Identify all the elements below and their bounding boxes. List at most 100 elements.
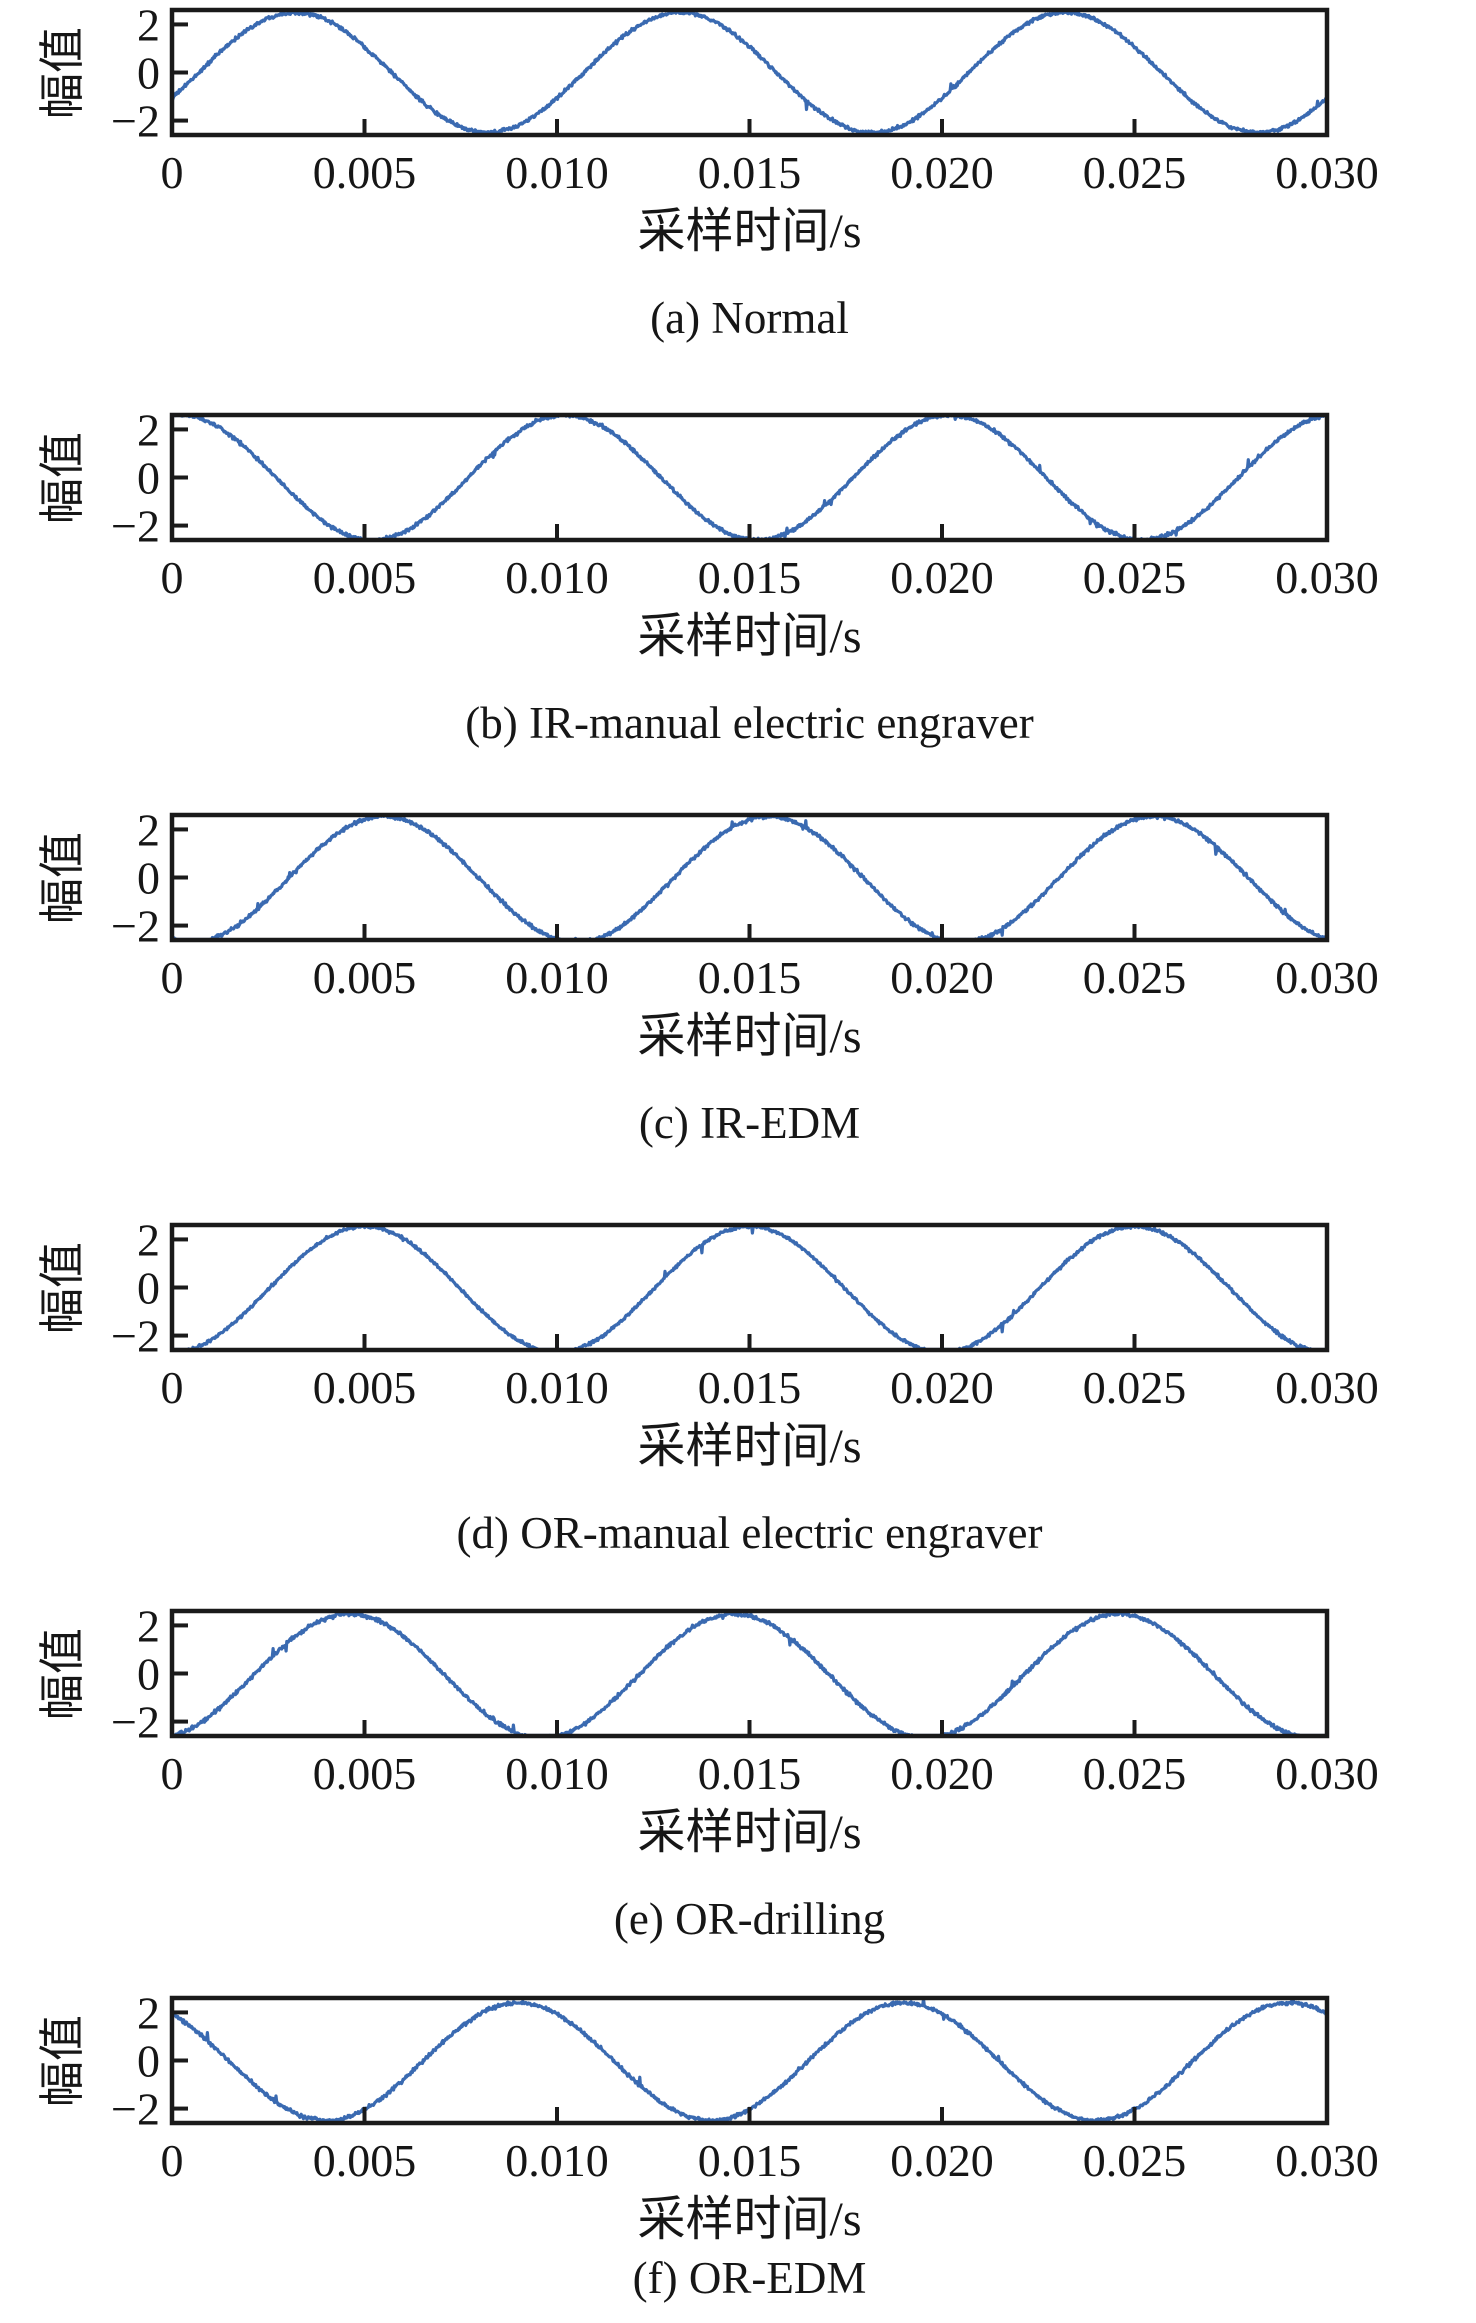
x-tick-label: 0.015 — [698, 952, 802, 1003]
x-tick-label: 0.005 — [313, 952, 417, 1003]
y-tick-label: 0 — [137, 1263, 160, 1314]
y-tick-label: 0 — [137, 48, 160, 99]
subplot-f-caption: (f) OR-EDM — [632, 2253, 867, 2303]
x-tick-label: 0.030 — [1275, 952, 1379, 1003]
x-tick-label: 0.025 — [1083, 952, 1187, 1003]
y-tick-label: 0 — [137, 1649, 160, 1700]
x-tick-label: 0.005 — [313, 1362, 417, 1413]
subplot-a-caption: (a) Normal — [650, 293, 849, 343]
x-tick-label: 0.010 — [505, 147, 609, 198]
x-axis-label: 采样时间/s — [637, 610, 862, 663]
x-axis-label: 采样时间/s — [637, 205, 862, 258]
y-tick-label: −2 — [111, 2084, 160, 2135]
y-tick-label: −2 — [111, 96, 160, 147]
subplot-f: 幅值 0 0.005 0.010 0.015 0.020 0.025 0.030 2 0 −2 采… — [0, 1988, 1476, 2323]
waveform-line — [172, 10, 1327, 135]
waveform-line — [172, 1998, 1327, 2123]
y-tick-label: −2 — [111, 901, 160, 952]
x-tick-label: 0.030 — [1275, 147, 1379, 198]
plot-frame — [169, 412, 1330, 543]
x-tick-label: 0.030 — [1275, 1362, 1379, 1413]
x-tick-label: 0.020 — [890, 952, 994, 1003]
x-tick-label: 0.025 — [1083, 147, 1187, 198]
x-tick-label: 0.015 — [698, 2135, 802, 2186]
x-tick-label: 0.015 — [698, 552, 802, 603]
x-tick-label: 0.030 — [1275, 552, 1379, 603]
x-tick-label: 0 — [161, 1748, 184, 1799]
y-axis-label: 幅值 — [37, 432, 88, 524]
y-tick-label: 2 — [137, 805, 160, 855]
y-tick-label: −2 — [111, 1311, 160, 1362]
x-tick-label: 0 — [161, 2135, 184, 2186]
y-axis-label: 幅值 — [37, 27, 88, 119]
x-tick-label: 0.005 — [313, 147, 417, 198]
subplot-b: 幅值 0 0.005 0.010 0.015 0.020 0.025 0.030 2 0 −2 采… — [0, 405, 1476, 805]
x-tick-label: 0.025 — [1083, 1748, 1187, 1799]
x-tick-label: 0.025 — [1083, 2135, 1187, 2186]
x-axis-label: 采样时间/s — [637, 1010, 862, 1063]
x-axis-label: 采样时间/s — [637, 1806, 862, 1859]
subplot-d: 幅值 0 0.005 0.010 0.015 0.020 0.025 0.030 2 0 −2 采… — [0, 1215, 1476, 1601]
plot-frame — [169, 1608, 1330, 1739]
y-axis-label: 幅值 — [37, 1242, 88, 1334]
x-tick-label: 0.010 — [505, 2135, 609, 2186]
x-axis-label: 采样时间/s — [637, 2193, 862, 2246]
y-tick-label: 0 — [137, 2036, 160, 2087]
subplot-a: 幅值 0 0.005 0.010 0.015 0.020 0.025 0.030 2 0 −2 采… — [0, 0, 1476, 405]
x-tick-label: 0 — [161, 1362, 184, 1413]
waveform-line — [172, 415, 1327, 540]
x-tick-label: 0.025 — [1083, 552, 1187, 603]
x-tick-label: 0.005 — [313, 1748, 417, 1799]
y-axis-label: 幅值 — [37, 1628, 88, 1720]
x-tick-label: 0 — [161, 552, 184, 603]
waveform-line — [172, 1225, 1327, 1350]
x-tick-label: 0.020 — [890, 147, 994, 198]
x-tick-label: 0.005 — [313, 552, 417, 603]
x-tick-label: 0.020 — [890, 1748, 994, 1799]
y-tick-label: −2 — [111, 501, 160, 552]
x-tick-label: 0.015 — [698, 1362, 802, 1413]
x-tick-label: 0.005 — [313, 2135, 417, 2186]
subplot-d-caption: (d) OR-manual electric engraver — [456, 1508, 1043, 1558]
subplot-c: 幅值 0 0.005 0.010 0.015 0.020 0.025 0.030 2 0 −2 采… — [0, 805, 1476, 1215]
x-tick-label: 0.020 — [890, 2135, 994, 2186]
plot-frame — [169, 1222, 1330, 1353]
x-tick-label: 0.015 — [698, 1748, 802, 1799]
waveform-line — [172, 815, 1327, 940]
x-tick-label: 0.015 — [698, 147, 802, 198]
y-tick-label: 2 — [137, 1988, 160, 2038]
y-tick-label: 2 — [137, 405, 160, 455]
x-axis-label: 采样时间/s — [637, 1420, 862, 1473]
y-tick-label: 2 — [137, 1215, 160, 1265]
x-tick-label: 0 — [161, 952, 184, 1003]
x-tick-label: 0.020 — [890, 552, 994, 603]
y-tick-label: 2 — [137, 1601, 160, 1651]
subplot-e: 幅值 0 0.005 0.010 0.015 0.020 0.025 0.030 2 0 −2 采… — [0, 1601, 1476, 1988]
y-tick-label: 0 — [137, 853, 160, 904]
subplot-b-caption: (b) IR-manual electric engraver — [465, 698, 1034, 748]
plot-frame — [169, 1995, 1330, 2126]
waveform-line — [172, 1611, 1327, 1736]
x-tick-label: 0.020 — [890, 1362, 994, 1413]
x-tick-label: 0.010 — [505, 952, 609, 1003]
plot-frame — [169, 7, 1330, 138]
x-tick-label: 0.030 — [1275, 1748, 1379, 1799]
y-tick-label: 2 — [137, 0, 160, 50]
x-tick-label: 0 — [161, 147, 184, 198]
x-tick-label: 0.010 — [505, 1362, 609, 1413]
plot-frame — [169, 812, 1330, 943]
y-tick-label: 0 — [137, 453, 160, 504]
y-tick-label: −2 — [111, 1697, 160, 1748]
x-tick-label: 0.010 — [505, 552, 609, 603]
x-tick-label: 0.010 — [505, 1748, 609, 1799]
subplot-c-caption: (c) IR-EDM — [638, 1098, 861, 1148]
subplot-e-caption: (e) OR-drilling — [613, 1894, 886, 1944]
y-axis-label: 幅值 — [37, 832, 88, 924]
